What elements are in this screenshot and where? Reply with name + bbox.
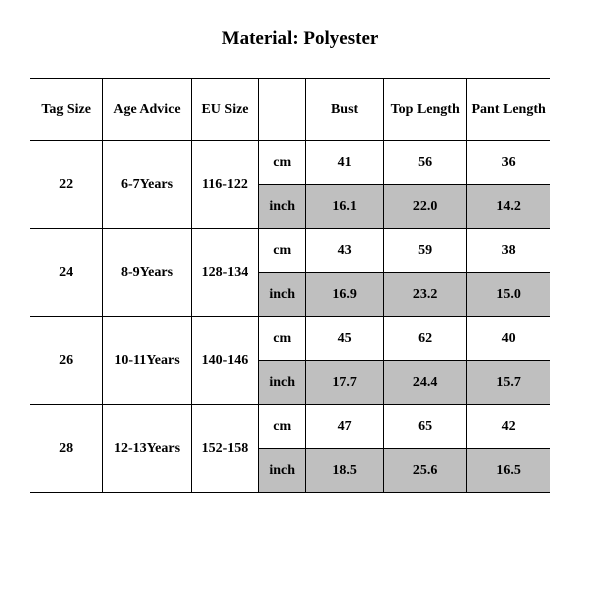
cell-unit-inch: inch — [259, 449, 306, 493]
cell-pant-cm: 40 — [467, 317, 550, 361]
cell-bust-cm: 47 — [306, 405, 384, 449]
col-bust: Bust — [306, 79, 384, 141]
cell-unit-cm: cm — [259, 229, 306, 273]
table-row: 22 6-7Years 116-122 cm 41 56 36 — [30, 141, 550, 185]
cell-age-advice: 6-7Years — [103, 141, 191, 229]
cell-unit-cm: cm — [259, 317, 306, 361]
cell-eu-size: 116-122 — [191, 141, 259, 229]
cell-unit-cm: cm — [259, 405, 306, 449]
cell-top-cm: 59 — [384, 229, 467, 273]
cell-pant-inch: 16.5 — [467, 449, 550, 493]
cell-age-advice: 10-11Years — [103, 317, 191, 405]
cell-unit-inch: inch — [259, 361, 306, 405]
col-unit — [259, 79, 306, 141]
cell-pant-cm: 42 — [467, 405, 550, 449]
cell-top-inch: 25.6 — [384, 449, 467, 493]
header-row: Tag Size Age Advice EU Size Bust Top Len… — [30, 79, 550, 141]
cell-top-cm: 56 — [384, 141, 467, 185]
table-row: 26 10-11Years 140-146 cm 45 62 40 — [30, 317, 550, 361]
col-pant-length: Pant Length — [467, 79, 550, 141]
cell-bust-inch: 17.7 — [306, 361, 384, 405]
col-age-advice: Age Advice — [103, 79, 191, 141]
cell-eu-size: 152-158 — [191, 405, 259, 493]
cell-tag-size: 24 — [30, 229, 103, 317]
cell-unit-inch: inch — [259, 273, 306, 317]
cell-bust-cm: 45 — [306, 317, 384, 361]
cell-tag-size: 26 — [30, 317, 103, 405]
cell-age-advice: 8-9Years — [103, 229, 191, 317]
col-tag-size: Tag Size — [30, 79, 103, 141]
col-eu-size: EU Size — [191, 79, 259, 141]
cell-bust-cm: 41 — [306, 141, 384, 185]
cell-pant-inch: 15.0 — [467, 273, 550, 317]
cell-unit-inch: inch — [259, 185, 306, 229]
cell-pant-cm: 36 — [467, 141, 550, 185]
table-row: 28 12-13Years 152-158 cm 47 65 42 — [30, 405, 550, 449]
title: Material: Polyester — [30, 28, 550, 50]
cell-eu-size: 140-146 — [191, 317, 259, 405]
cell-pant-cm: 38 — [467, 229, 550, 273]
col-top-length: Top Length — [384, 79, 467, 141]
cell-bust-inch: 18.5 — [306, 449, 384, 493]
cell-top-cm: 65 — [384, 405, 467, 449]
cell-age-advice: 12-13Years — [103, 405, 191, 493]
cell-eu-size: 128-134 — [191, 229, 259, 317]
table-row: 24 8-9Years 128-134 cm 43 59 38 — [30, 229, 550, 273]
cell-bust-inch: 16.9 — [306, 273, 384, 317]
cell-top-inch: 22.0 — [384, 185, 467, 229]
cell-tag-size: 28 — [30, 405, 103, 493]
cell-pant-inch: 15.7 — [467, 361, 550, 405]
cell-top-inch: 23.2 — [384, 273, 467, 317]
size-chart: Material: Polyester Tag Size Age Advice … — [0, 0, 600, 600]
cell-bust-cm: 43 — [306, 229, 384, 273]
cell-unit-cm: cm — [259, 141, 306, 185]
cell-top-cm: 62 — [384, 317, 467, 361]
cell-tag-size: 22 — [30, 141, 103, 229]
size-table: Tag Size Age Advice EU Size Bust Top Len… — [30, 78, 550, 493]
cell-top-inch: 24.4 — [384, 361, 467, 405]
cell-bust-inch: 16.1 — [306, 185, 384, 229]
cell-pant-inch: 14.2 — [467, 185, 550, 229]
